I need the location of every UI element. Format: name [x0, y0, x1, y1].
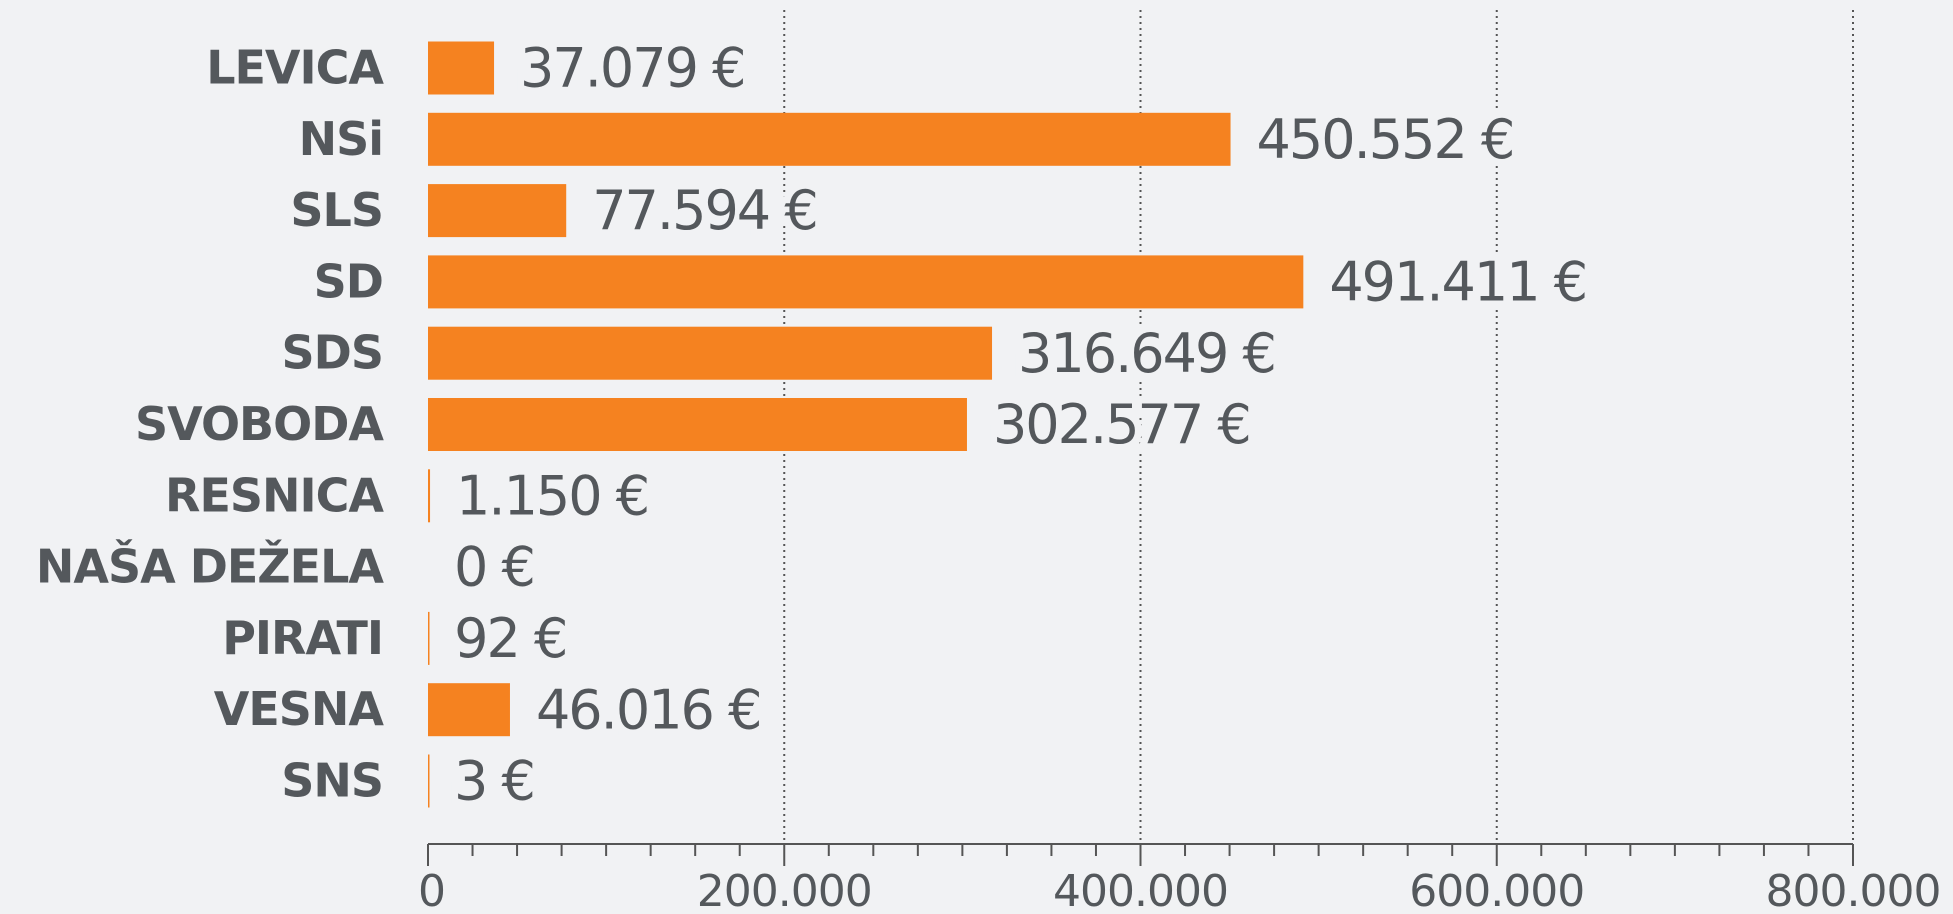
category-label: RESNICA [165, 468, 384, 522]
x-tick-label: 0 [418, 866, 445, 914]
category-label: LEVICA [206, 41, 384, 95]
bar [428, 754, 430, 808]
value-label: 450.552 € [1257, 108, 1514, 171]
bar [428, 112, 1231, 166]
category-label: SLS [290, 183, 383, 237]
bar [428, 255, 1304, 309]
category-label: NAŠA DEŽELA [36, 540, 385, 594]
x-tick-label: 600.000 [1409, 866, 1584, 914]
bar [428, 398, 967, 451]
category-label: SNS [281, 754, 383, 808]
x-tick-label: 400.000 [1053, 866, 1228, 914]
value-label: 491.411 € [1329, 251, 1586, 314]
category-label: SD [314, 254, 383, 308]
value-label: 316.649 € [1018, 322, 1275, 385]
value-label: 3 € [454, 750, 534, 813]
value-label: 1.150 € [456, 464, 648, 527]
value-label: 77.594 € [592, 179, 816, 242]
bar [428, 469, 431, 523]
category-label: PIRATI [222, 611, 383, 665]
bar [428, 41, 495, 95]
value-label: 92 € [454, 607, 566, 670]
bar [428, 326, 993, 380]
bar [428, 611, 430, 665]
value-label: 37.079 € [520, 37, 744, 100]
value-label: 46.016 € [536, 678, 760, 741]
value-label: 302.577 € [993, 393, 1250, 456]
value-label: 0 € [454, 536, 534, 599]
bar [428, 184, 567, 238]
x-tick-label: 800.000 [1766, 866, 1941, 914]
category-label: NSi [299, 112, 383, 166]
category-label: VESNA [214, 682, 385, 736]
category-label: SDS [282, 326, 383, 380]
bar [428, 683, 510, 737]
category-label: SVOBODA [135, 397, 384, 451]
x-tick-label: 200.000 [697, 866, 872, 914]
